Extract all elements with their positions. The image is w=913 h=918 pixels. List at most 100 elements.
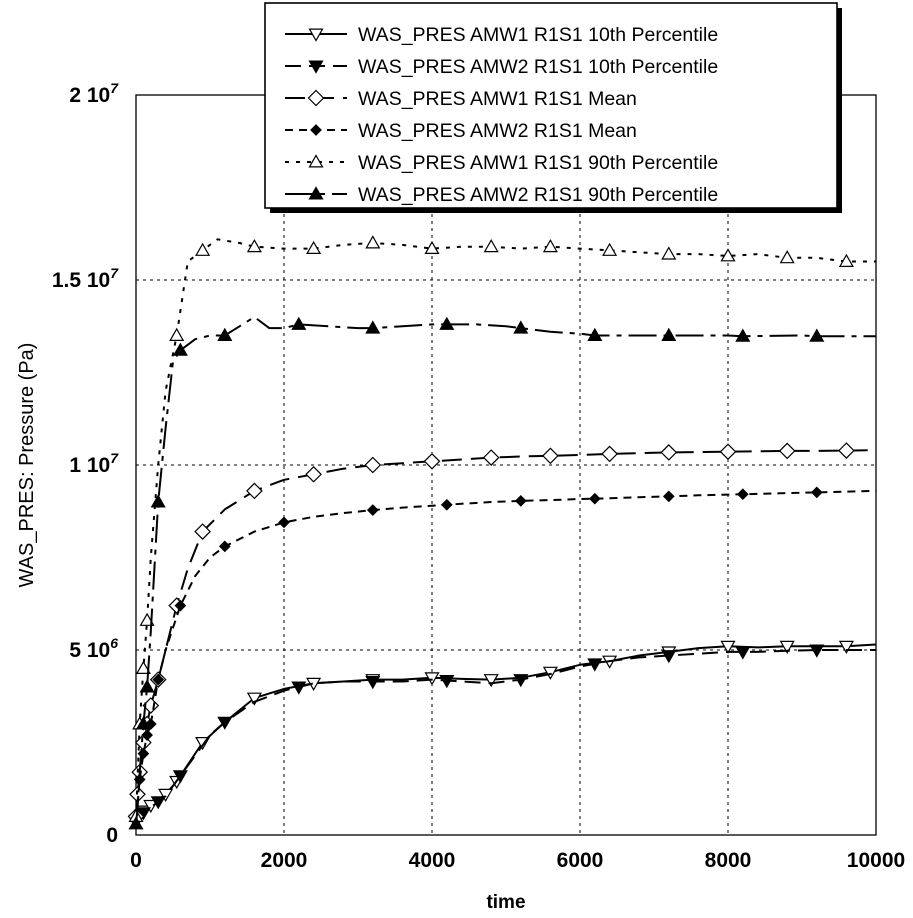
data-point-marker: [720, 640, 736, 655]
data-point-marker: [365, 675, 381, 690]
y-tick-mantissa: 1 10: [69, 454, 110, 477]
y-tick-mantissa: 0: [106, 824, 118, 847]
series-line: [135, 316, 876, 825]
data-point-marker: [143, 799, 159, 814]
data-point-marker: [218, 540, 231, 553]
data-point-marker: [439, 674, 455, 689]
legend-label: WAS_PRES AMW1 R1S1 10th Percentile: [358, 24, 718, 46]
series-3: [127, 442, 877, 825]
legend-label: WAS_PRES AMW2 R1S1 10th Percentile: [358, 56, 718, 78]
data-point-marker: [364, 456, 382, 474]
legend-marker-sample: [310, 124, 322, 136]
data-point-marker: [366, 504, 379, 516]
legend-entry: WAS_PRES AMW1 R1S1 90th Percentile: [285, 152, 718, 174]
x-tick-label: 4000: [409, 849, 456, 872]
data-point-marker: [662, 490, 675, 503]
y-axis-title: WAS_PRES: Pressure (Pa): [16, 343, 38, 588]
data-point-marker: [542, 238, 558, 253]
y-tick-label: 2 107: [69, 80, 119, 107]
data-point-marker: [139, 679, 155, 693]
data-point-marker: [141, 729, 153, 741]
data-point-marker: [587, 658, 603, 672]
data-point-marker: [158, 788, 174, 803]
data-point-marker: [483, 674, 499, 688]
data-series-group: [127, 235, 877, 830]
data-point-marker: [194, 523, 211, 540]
series-2: [128, 644, 876, 830]
data-point-marker: [424, 240, 440, 254]
series-1: [128, 640, 877, 828]
x-tick-label: 2000: [261, 849, 308, 872]
y-tick-mantissa: 2 10: [69, 84, 110, 107]
data-point-marker: [735, 328, 751, 342]
data-point-marker: [246, 692, 262, 706]
y-tick-exponent: 7: [110, 265, 119, 281]
x-tick-label: 6000: [557, 849, 604, 872]
data-point-marker: [278, 516, 290, 529]
legend-label: WAS_PRES AMW1 R1S1 Mean: [358, 88, 637, 110]
data-point-marker: [150, 494, 166, 508]
data-point-marker: [306, 240, 322, 254]
legend-label: WAS_PRES AMW2 R1S1 90th Percentile: [358, 184, 718, 206]
data-point-marker: [423, 452, 441, 470]
data-point-marker: [602, 242, 618, 256]
legend-marker-sample: [308, 186, 324, 200]
data-point-marker: [809, 328, 825, 342]
data-point-marker: [809, 644, 825, 658]
data-point-marker: [152, 673, 165, 686]
data-point-marker: [601, 445, 618, 463]
y-tick-label: 1 107: [69, 450, 119, 477]
series-line: [135, 649, 876, 823]
data-point-marker: [587, 327, 603, 341]
data-point-marker: [513, 320, 529, 334]
x-axis-title: time: [486, 892, 525, 913]
y-tick-label: 5 106: [69, 635, 118, 662]
data-point-marker: [483, 238, 499, 253]
data-point-marker: [735, 646, 751, 660]
series-4: [130, 486, 877, 827]
data-point-marker: [513, 674, 529, 688]
data-point-marker: [661, 246, 677, 260]
y-tick-mantissa: 5 10: [69, 639, 110, 662]
data-point-marker: [291, 316, 307, 330]
data-point-marker: [172, 770, 188, 784]
data-point-marker: [514, 495, 527, 507]
series-5: [128, 235, 876, 823]
series-line: [135, 449, 877, 817]
data-point-marker: [779, 640, 795, 655]
legend-entry: WAS_PRES AMW2 R1S1 90th Percentile: [285, 184, 718, 206]
data-point-marker: [172, 342, 188, 356]
y-tick-label: 0: [106, 824, 118, 847]
data-point-marker: [128, 816, 144, 830]
data-point-marker: [135, 660, 151, 675]
data-point-marker: [482, 449, 500, 466]
series-6: [128, 316, 876, 830]
data-point-marker: [736, 488, 749, 501]
data-point-marker: [660, 444, 678, 461]
data-point-marker: [424, 672, 440, 686]
data-point-marker: [135, 716, 151, 730]
legend-marker-sample: [308, 60, 324, 74]
series-line: [135, 643, 877, 821]
data-point-marker: [365, 235, 381, 249]
legend-entry: WAS_PRES AMW1 R1S1 Mean: [285, 88, 637, 110]
data-point-marker: [779, 250, 795, 264]
data-point-marker: [719, 443, 737, 461]
y-tick-exponent: 6: [110, 635, 118, 651]
data-point-marker: [439, 316, 455, 330]
legend-label: WAS_PRES AMW2 R1S1 Mean: [358, 120, 637, 142]
x-axis-tick-labels: 0 2000 4000 6000 8000 10000: [130, 849, 905, 872]
data-point-marker: [778, 442, 796, 460]
legend-marker-sample: [308, 154, 324, 168]
data-point-marker: [195, 242, 211, 256]
legend-entry: WAS_PRES AMW1 R1S1 10th Percentile: [285, 24, 718, 46]
grid-lines: [136, 95, 876, 835]
data-point-marker: [661, 650, 677, 664]
data-point-marker: [246, 238, 262, 253]
data-point-marker: [838, 640, 854, 655]
data-point-marker: [217, 327, 233, 341]
x-tick-label: 0: [130, 849, 142, 872]
legend-label: WAS_PRES AMW1 R1S1 90th Percentile: [358, 152, 718, 174]
